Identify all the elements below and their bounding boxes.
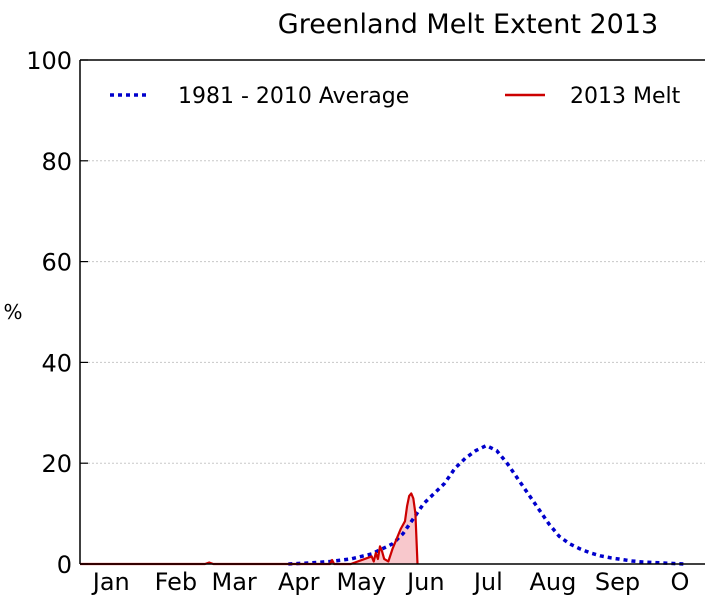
x-tick-label: Aug [529,568,576,596]
y-axis-label: % [3,300,22,324]
y-tick-labels: 0 20 40 60 80 100 [26,47,72,579]
x-tick-label: Mar [212,568,257,596]
series-line-1 [80,492,419,566]
x-tick-label: O [671,568,690,596]
x-tick-label: Jan [91,568,130,596]
y-tick-label: 100 [26,47,72,75]
legend-label-0: 1981 - 2010 Average [178,84,409,109]
y-tick-label: 80 [41,148,72,176]
x-tick-label: Jul [472,568,503,596]
x-tick-label: Feb [155,568,198,596]
legend-label-1: 2013 Melt [570,84,681,109]
y-tick-label: 20 [41,450,72,478]
melt-fill-area [80,493,418,564]
gridlines [80,160,705,464]
y-tick-label: 0 [57,551,72,579]
y-tick-label: 40 [41,349,72,377]
legend: 1981 - 2010 Average 2013 Melt [110,84,681,109]
chart-title: Greenland Melt Extent 2013 [278,9,658,40]
axes [79,59,705,565]
x-tick-label: May [336,568,386,596]
series-fill-1 [80,493,418,564]
x-tick-label: Jun [405,568,445,596]
x-tick-label: Apr [278,568,320,596]
x-tick-label: Sep [595,568,640,596]
y-tick-label: 60 [41,249,72,277]
x-tick-labels: Jan Feb Mar Apr May Jun Jul Aug Sep O [91,568,690,596]
